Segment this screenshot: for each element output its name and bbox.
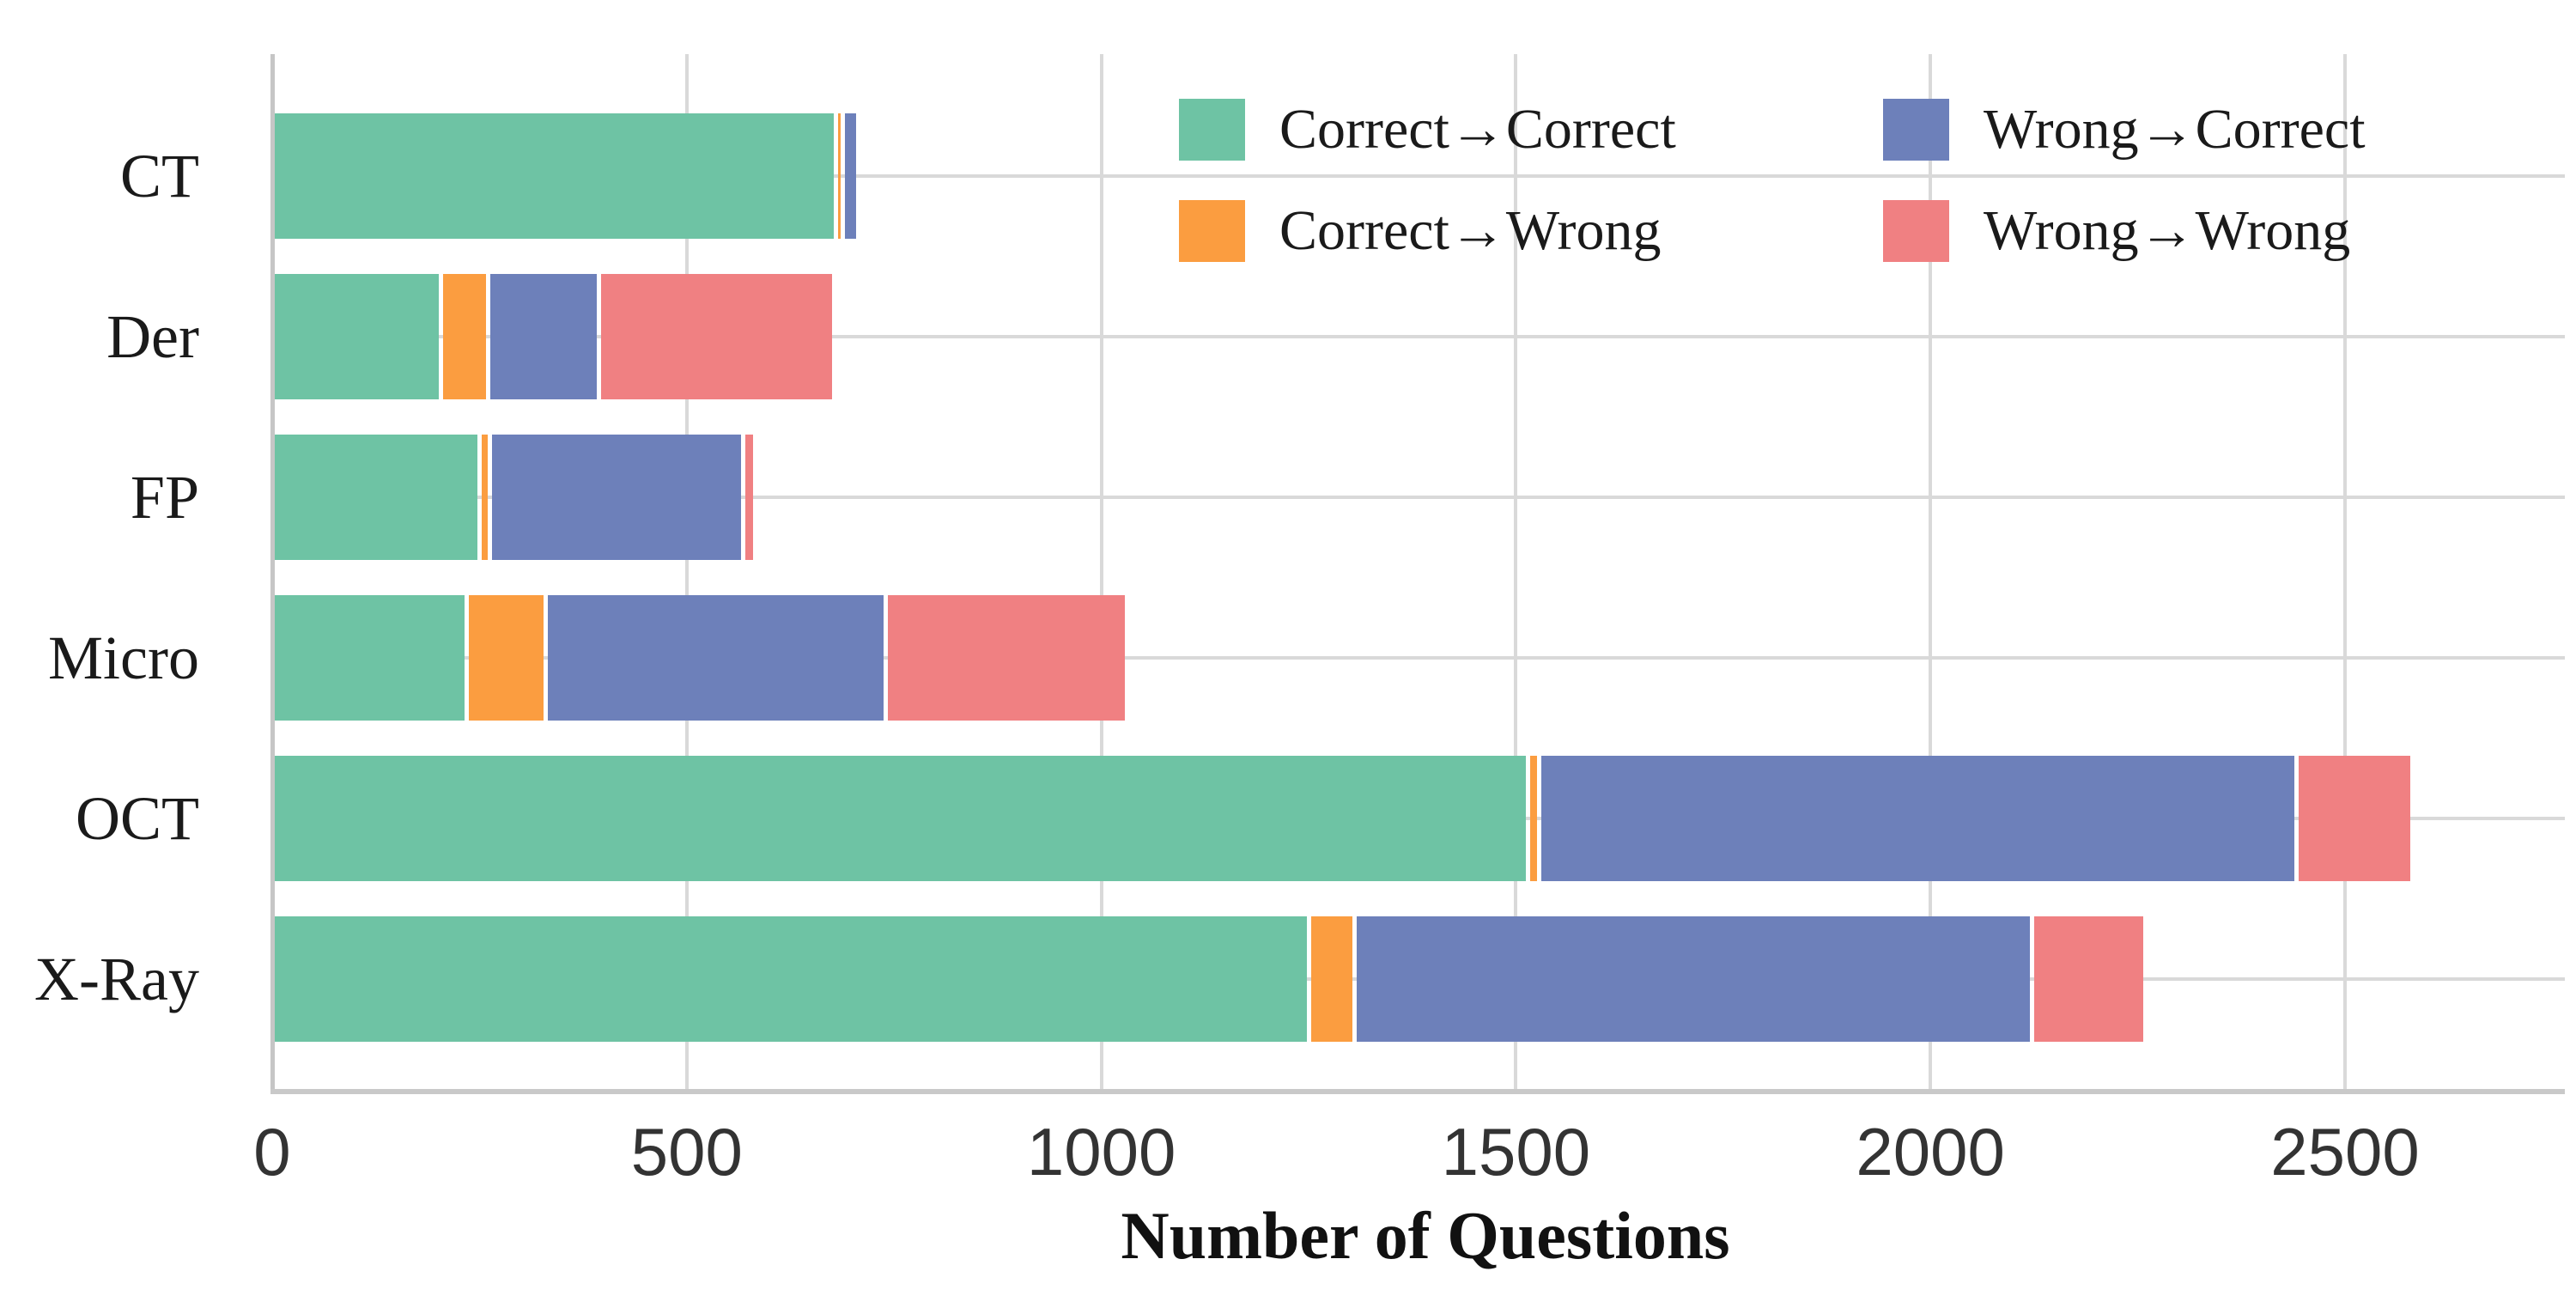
x-tick-label-500: 500 <box>630 1114 743 1189</box>
y-gridline-fp <box>272 496 2565 499</box>
legend-label: Correct→Wrong <box>1279 199 1662 262</box>
bar-segment-fp-wrong-to-correct <box>492 435 741 560</box>
y-gridline-der <box>272 335 2565 338</box>
category-label-oct: OCT <box>76 784 199 853</box>
x-gridline-1500 <box>1514 54 1518 1091</box>
bar-segment-oct-correct-to-correct <box>274 756 1527 881</box>
bar-segment-micro-wrong-to-correct <box>548 595 884 721</box>
legend-swatch-correct-wrong <box>1179 200 1245 262</box>
bar-segment-micro-correct-to-wrong <box>469 595 544 721</box>
bar-segment-oct-wrong-to-correct <box>1540 756 2294 881</box>
x-axis-title: Number of Questions <box>1121 1198 1730 1273</box>
bar-segment-ct-correct-to-wrong <box>838 113 841 239</box>
bar-segment-der-correct-to-correct <box>274 274 440 399</box>
bar-segment-der-correct-to-wrong <box>443 274 486 399</box>
category-label-x-ray: X-Ray <box>34 945 199 1013</box>
legend-label: Correct→Correct <box>1279 98 1676 161</box>
legend-swatch-wrong-wrong <box>1883 200 1949 262</box>
legend-item-wrong-correct: Wrong→Correct <box>1883 99 2366 161</box>
bar-segment-micro-wrong-to-wrong <box>888 595 1126 721</box>
bar-segment-oct-correct-to-wrong <box>1530 756 1537 881</box>
category-label-ct: CT <box>119 142 199 210</box>
y-gridline-micro <box>272 656 2565 660</box>
x-gridline-1000 <box>1099 54 1103 1091</box>
bar-segment-x-ray-wrong-to-wrong <box>2034 916 2143 1042</box>
x-tick-label-2500: 2500 <box>2270 1114 2420 1189</box>
category-label-der: Der <box>106 302 199 371</box>
legend-label: Wrong→Wrong <box>1984 199 2351 262</box>
bar-segment-x-ray-wrong-to-correct <box>1356 916 2031 1042</box>
legend-label: Wrong→Correct <box>1984 98 2366 161</box>
legend-item-correct-correct: Correct→Correct <box>1179 99 1676 161</box>
bar-segment-micro-correct-to-correct <box>274 595 465 721</box>
legend-item-correct-wrong: Correct→Wrong <box>1179 200 1662 262</box>
x-gridline-2500 <box>2343 54 2347 1091</box>
bar-segment-x-ray-correct-to-correct <box>274 916 1307 1042</box>
bar-segment-fp-correct-to-wrong <box>481 435 489 560</box>
x-tick-label-0: 0 <box>253 1114 291 1189</box>
legend-swatch-wrong-correct <box>1883 99 1949 161</box>
legend-swatch-correct-correct <box>1179 99 1245 161</box>
bar-segment-der-wrong-to-wrong <box>600 274 833 399</box>
x-tick-label-1000: 1000 <box>1026 1114 1176 1189</box>
bar-segment-ct-correct-to-correct <box>274 113 835 239</box>
bar-segment-oct-wrong-to-wrong <box>2298 756 2410 881</box>
category-label-fp: FP <box>130 463 199 532</box>
bar-segment-ct-wrong-to-correct <box>844 113 857 239</box>
bar-segment-fp-wrong-to-wrong <box>744 435 754 560</box>
legend-item-wrong-wrong: Wrong→Wrong <box>1883 200 2350 262</box>
x-tick-label-2000: 2000 <box>1856 1114 2005 1189</box>
x-tick-label-1500: 1500 <box>1441 1114 1591 1189</box>
bar-segment-der-wrong-to-correct <box>489 274 597 399</box>
x-gridline-2000 <box>1929 54 1933 1091</box>
y-gridline-ct <box>272 174 2565 178</box>
bar-segment-fp-correct-to-correct <box>274 435 477 560</box>
x-axis-line <box>270 1089 2565 1094</box>
y-axis-spine <box>270 54 275 1091</box>
x-gridline-500 <box>684 54 689 1091</box>
bar-segment-x-ray-correct-to-wrong <box>1310 916 1352 1042</box>
category-label-micro: Micro <box>48 624 199 692</box>
